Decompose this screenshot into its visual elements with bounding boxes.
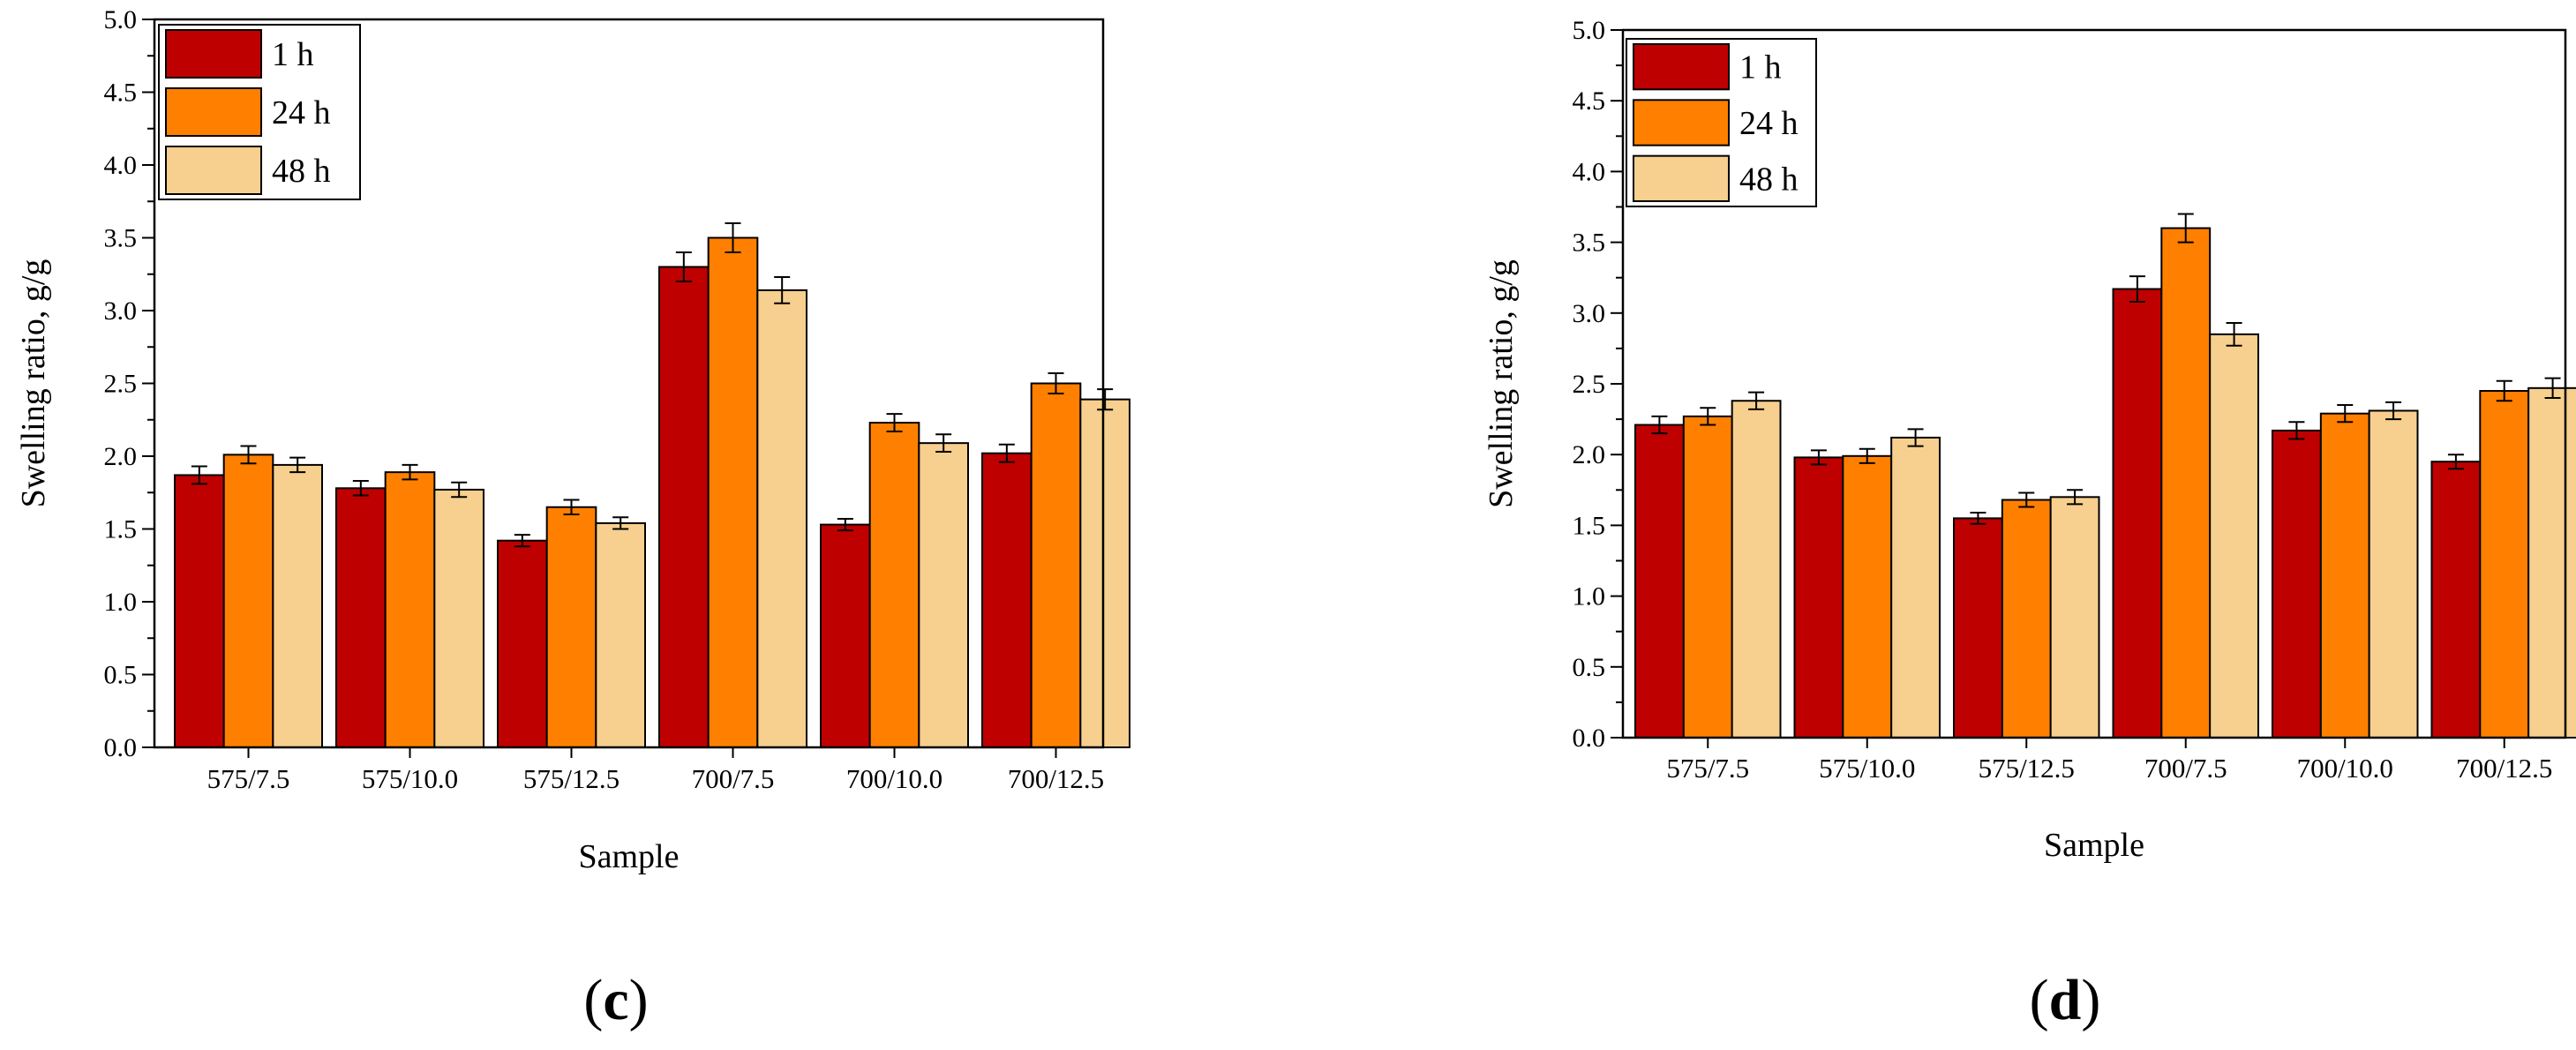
y-axis-title: Swelling ratio, g/g <box>1483 259 1520 508</box>
legend-label: 24 h <box>1739 105 1799 142</box>
bar-48h-700/10.0 <box>2368 409 2419 739</box>
legend-swatch <box>165 146 262 195</box>
bar-1h-575/7.5 <box>174 474 225 748</box>
x-tick-label: 700/10.0 <box>2297 753 2393 784</box>
x-tick-label: 575/7.5 <box>207 763 290 794</box>
bar-1h-575/12.5 <box>1953 517 2003 739</box>
legend-label: 24 h <box>272 94 331 131</box>
bar-24h-700/10.0 <box>868 422 920 748</box>
x-tick-label: 700/7.5 <box>692 763 775 794</box>
bar-48h-700/10.0 <box>918 442 970 748</box>
y-tick-label: 2.0 <box>1573 440 1606 469</box>
x-tick-label: 700/7.5 <box>2144 753 2227 784</box>
chart-panel-d: 575/7.5 575/10.0 575/12.5 700/7.5 700/10.0 70… <box>1483 16 2576 1032</box>
y-axis-title: Swelling ratio, g/g <box>15 259 52 508</box>
legend-swatch <box>165 29 262 79</box>
y-tick-label: 1.5 <box>1573 511 1606 540</box>
bar-48h-700/12.5 <box>2527 386 2576 739</box>
legend-label: 48 h <box>1739 161 1799 198</box>
x-tick-label: 700/12.5 <box>2456 753 2552 784</box>
y-tick-label: 5.0 <box>104 5 138 34</box>
bar-1h-700/12.5 <box>2430 461 2482 739</box>
x-tick-label: 575/7.5 <box>1666 753 1749 784</box>
y-tick-label: 1.5 <box>104 515 138 544</box>
legend-label: 1 h <box>272 36 314 73</box>
bar-48h-575/12.5 <box>2049 496 2100 739</box>
bar-1h-700/7.5 <box>658 266 710 748</box>
x-tick-label: 575/12.5 <box>1979 753 2075 784</box>
legend-swatch <box>165 87 262 137</box>
bar-24h-575/12.5 <box>2001 499 2052 739</box>
legend: 1 h 24 h 48 h <box>158 24 361 200</box>
legend-label: 48 h <box>272 153 331 190</box>
bar-48h-700/7.5 <box>2209 333 2260 739</box>
panel-label: (d) <box>2030 968 2101 1032</box>
y-tick-label: 0.0 <box>1573 724 1606 753</box>
x-tick-label: 575/12.5 <box>523 763 620 794</box>
bar-1h-575/10.0 <box>335 487 387 748</box>
y-tick-label: 1.0 <box>1573 582 1606 611</box>
y-tick-label: 4.5 <box>104 79 138 108</box>
bar-24h-575/7.5 <box>222 454 274 748</box>
bar-48h-575/10.0 <box>433 488 485 748</box>
y-tick-label: 0.5 <box>1573 653 1606 682</box>
bar-24h-575/12.5 <box>545 506 597 748</box>
x-tick-label: 700/12.5 <box>1008 763 1104 794</box>
bar-24h-700/10.0 <box>2319 412 2370 739</box>
bar-1h-700/7.5 <box>2112 288 2163 739</box>
bar-48h-575/7.5 <box>272 463 324 749</box>
bar-24h-700/12.5 <box>1030 382 1082 748</box>
x-axis-title: Sample <box>579 838 680 875</box>
bar-24h-575/10.0 <box>1842 454 1893 739</box>
bar-1h-575/7.5 <box>1634 424 1685 739</box>
bar-48h-700/12.5 <box>1079 398 1131 748</box>
y-tick-label: 4.0 <box>1573 157 1606 186</box>
bar-24h-575/10.0 <box>384 471 436 749</box>
y-tick-label: 2.5 <box>104 370 138 399</box>
y-tick-label: 3.0 <box>104 296 138 326</box>
bar-1h-575/10.0 <box>1793 456 1844 739</box>
y-tick-label: 3.5 <box>104 224 138 253</box>
x-tick-label: 575/10.0 <box>362 763 458 794</box>
x-tick-label: 575/10.0 <box>1819 753 1915 784</box>
bar-1h-700/12.5 <box>981 452 1033 748</box>
bar-24h-575/7.5 <box>1682 415 1733 739</box>
legend: 1 h 24 h 48 h <box>1626 38 1817 207</box>
bar-48h-575/12.5 <box>595 521 646 749</box>
bar-48h-575/7.5 <box>1731 400 1782 739</box>
y-tick-label: 0.0 <box>104 733 138 762</box>
y-tick-label: 4.0 <box>104 151 138 180</box>
y-tick-label: 5.0 <box>1573 16 1606 45</box>
bar-1h-700/10.0 <box>820 523 871 748</box>
x-axis-title: Sample <box>2044 827 2144 864</box>
y-tick-label: 4.5 <box>1573 86 1606 116</box>
y-tick-label: 3.5 <box>1573 229 1606 258</box>
bar-48h-575/10.0 <box>1890 436 1941 739</box>
bar-1h-575/12.5 <box>497 539 548 749</box>
y-tick-label: 0.5 <box>104 661 138 690</box>
y-tick-label: 1.0 <box>104 588 138 617</box>
chart-panel-c: 575/7.5 575/10.0 575/12.5 700/7.5 700/10.0 70… <box>15 5 1131 1032</box>
bar-1h-700/10.0 <box>2272 429 2322 739</box>
legend-swatch <box>1633 43 1730 91</box>
panel-label: (c) <box>583 968 648 1032</box>
bar-24h-700/7.5 <box>2160 227 2212 739</box>
x-tick-label: 700/10.0 <box>846 763 943 794</box>
bar-24h-700/7.5 <box>707 236 759 748</box>
legend-label: 1 h <box>1739 49 1782 86</box>
bar-24h-700/12.5 <box>2479 390 2530 739</box>
y-tick-label: 3.0 <box>1573 299 1606 328</box>
legend-swatch <box>1633 154 1730 203</box>
y-tick-label: 2.5 <box>1573 370 1606 399</box>
y-tick-label: 2.0 <box>104 442 138 471</box>
legend-swatch <box>1633 99 1730 146</box>
bar-48h-700/7.5 <box>756 289 807 748</box>
